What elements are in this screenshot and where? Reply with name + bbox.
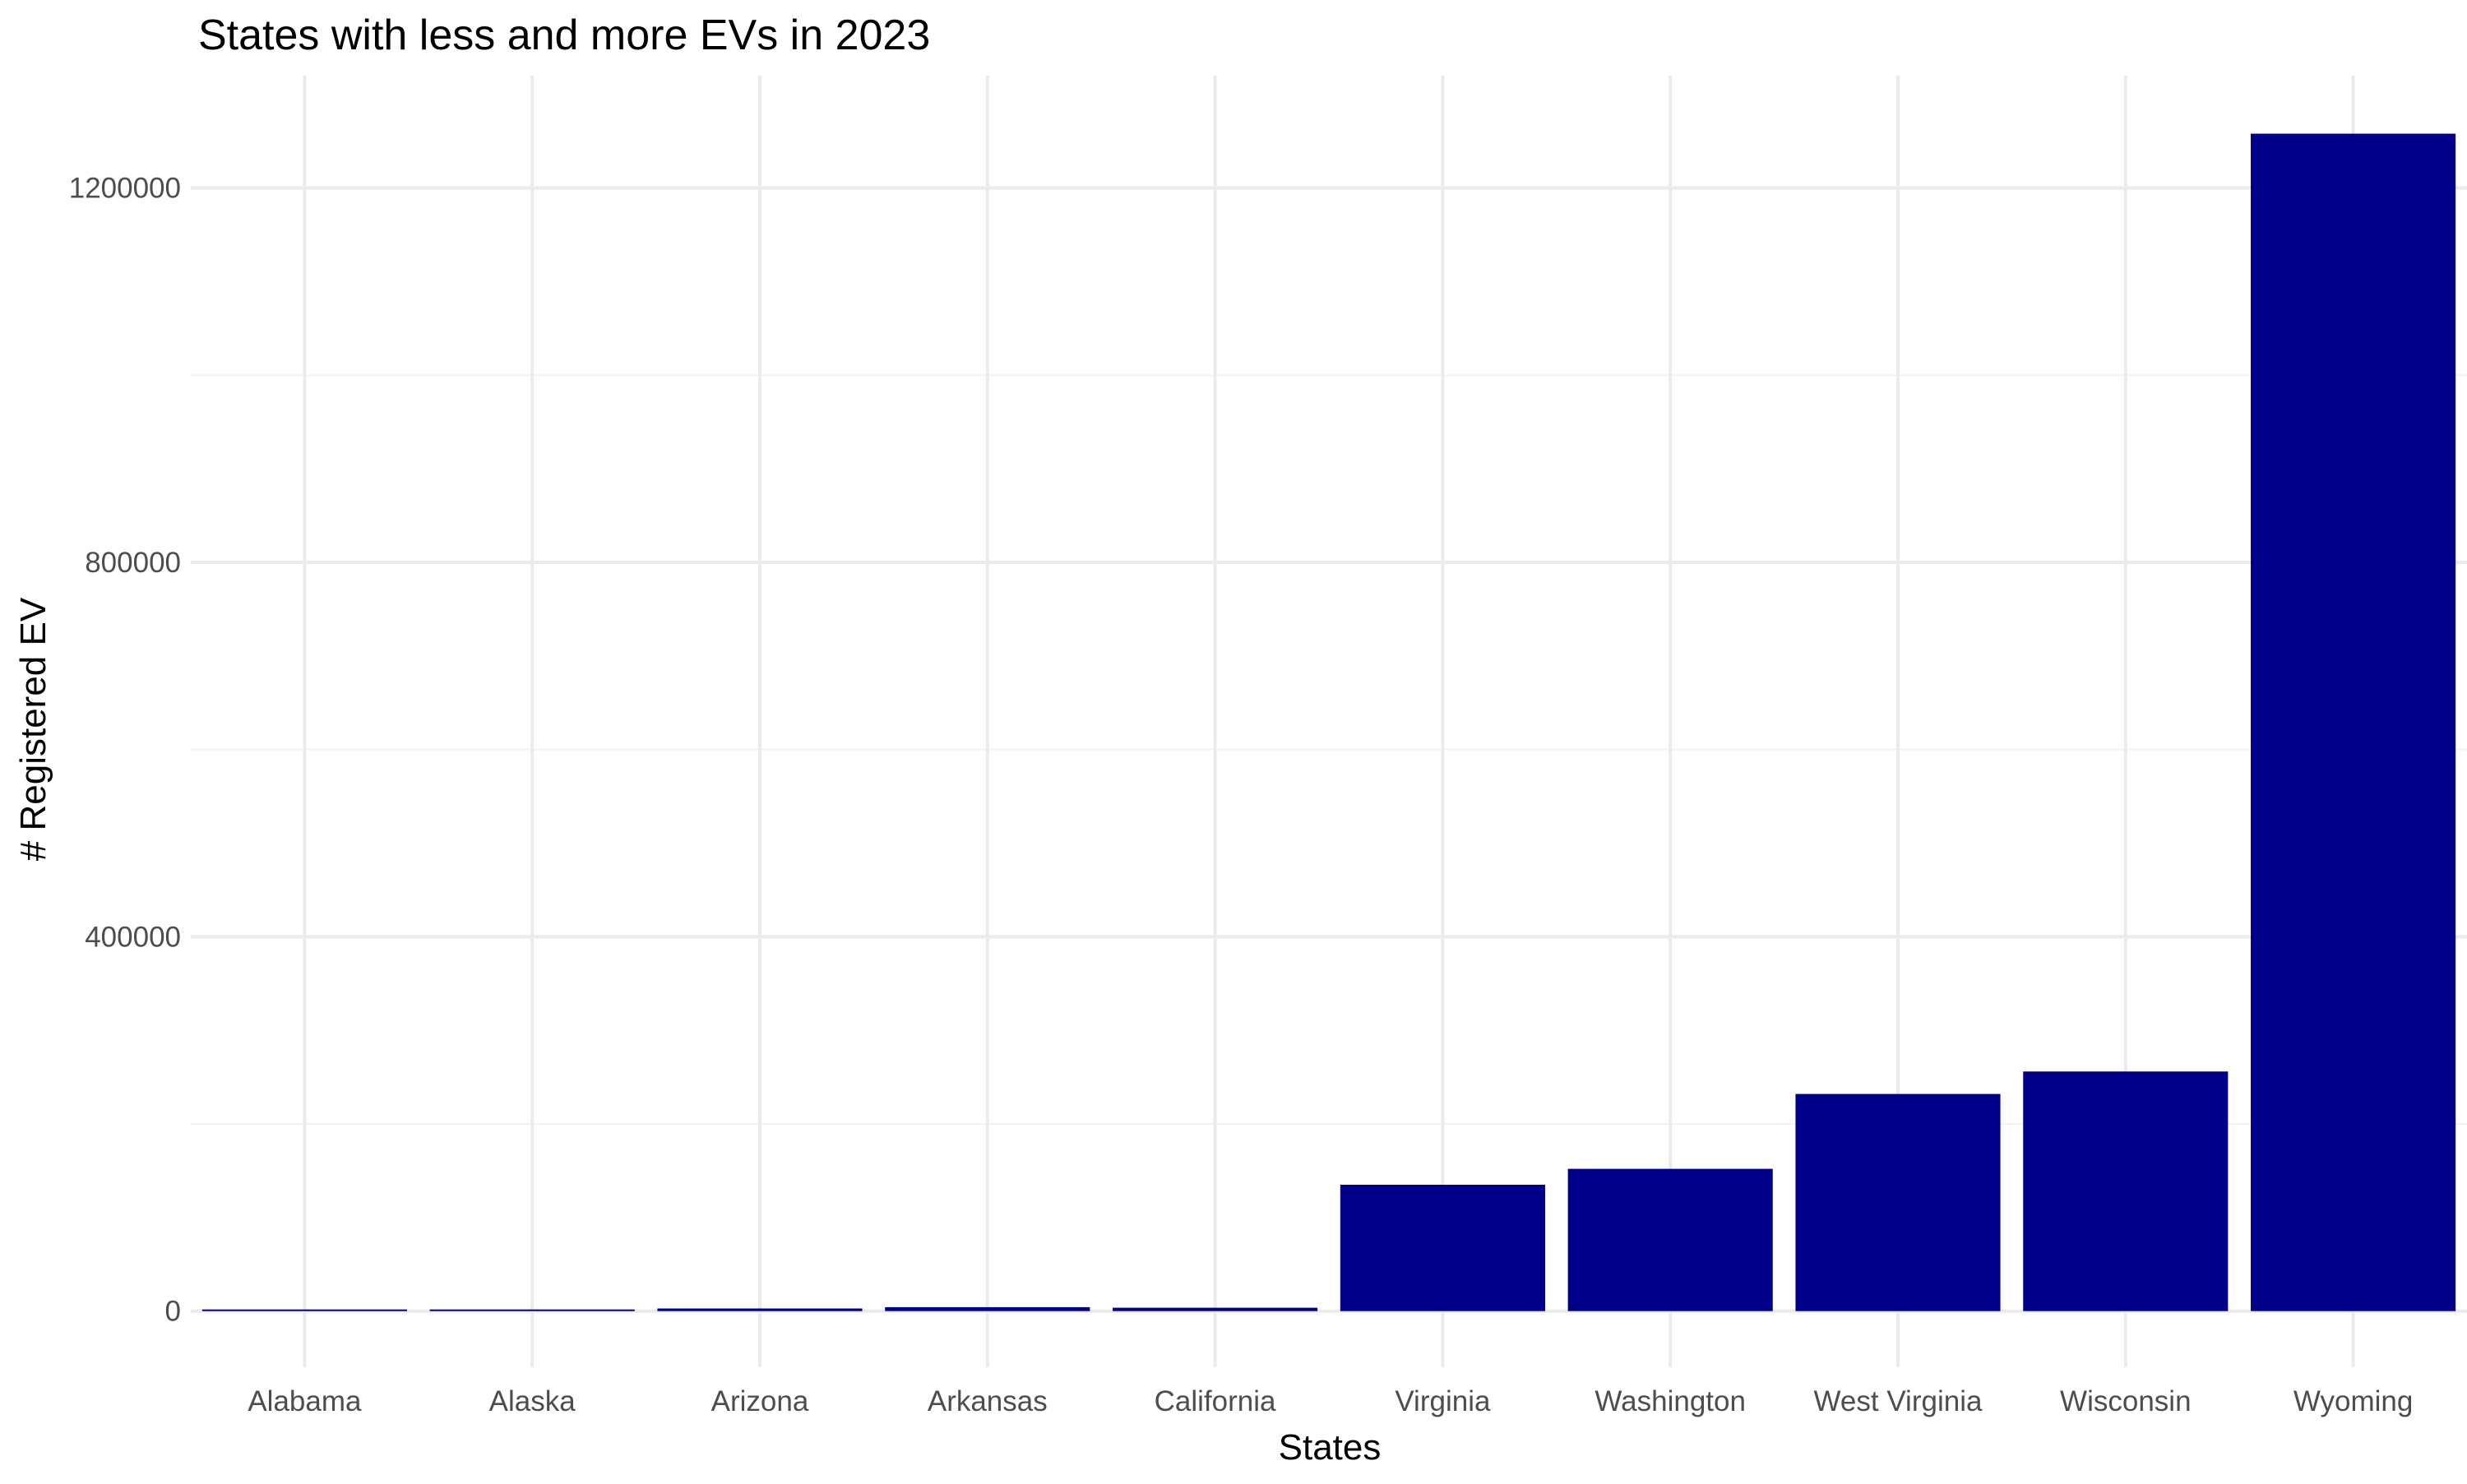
y-axis-ticks: 0 400000 800000 1200000 — [69, 173, 181, 1328]
bar-virginia — [1340, 1185, 1545, 1311]
x-tick-label: West Virginia — [1814, 1385, 1983, 1417]
bar-arkansas — [885, 1306, 1090, 1311]
x-tick-label: Wisconsin — [2060, 1385, 2191, 1417]
x-tick-label: Arkansas — [928, 1385, 1048, 1417]
y-tick-label: 400000 — [85, 921, 181, 953]
y-tick-label: 800000 — [85, 547, 181, 579]
chart-title: States with less and more EVs in 2023 — [198, 12, 930, 59]
y-axis-title: # Registered EV — [13, 597, 53, 861]
x-tick-label: Alabama — [248, 1385, 362, 1417]
x-axis-title: States — [1279, 1427, 1382, 1468]
bar-washington — [1567, 1168, 1773, 1311]
grid — [191, 76, 2467, 1367]
x-tick-label: Virginia — [1395, 1385, 1491, 1417]
bar-alabama — [201, 1309, 407, 1311]
bar-west-virginia — [1795, 1093, 2001, 1311]
x-tick-label: California — [1155, 1385, 1276, 1417]
x-tick-label: Washington — [1595, 1385, 1746, 1417]
x-axis-ticks: Alabama Alaska Arizona Arkansas California Vi… — [248, 1385, 2413, 1417]
bar-wyoming — [2251, 133, 2456, 1311]
x-tick-label: Arizona — [711, 1385, 809, 1417]
bars — [201, 133, 2456, 1311]
bar-wisconsin — [2023, 1071, 2229, 1311]
x-tick-label: Wyoming — [2293, 1385, 2414, 1417]
y-tick-label: 0 — [165, 1296, 181, 1328]
bar-alaska — [429, 1309, 635, 1311]
bar-california — [1113, 1307, 1318, 1311]
x-tick-label: Alaska — [489, 1385, 576, 1417]
bar-arizona — [657, 1308, 863, 1311]
y-tick-label: 1200000 — [69, 173, 181, 205]
